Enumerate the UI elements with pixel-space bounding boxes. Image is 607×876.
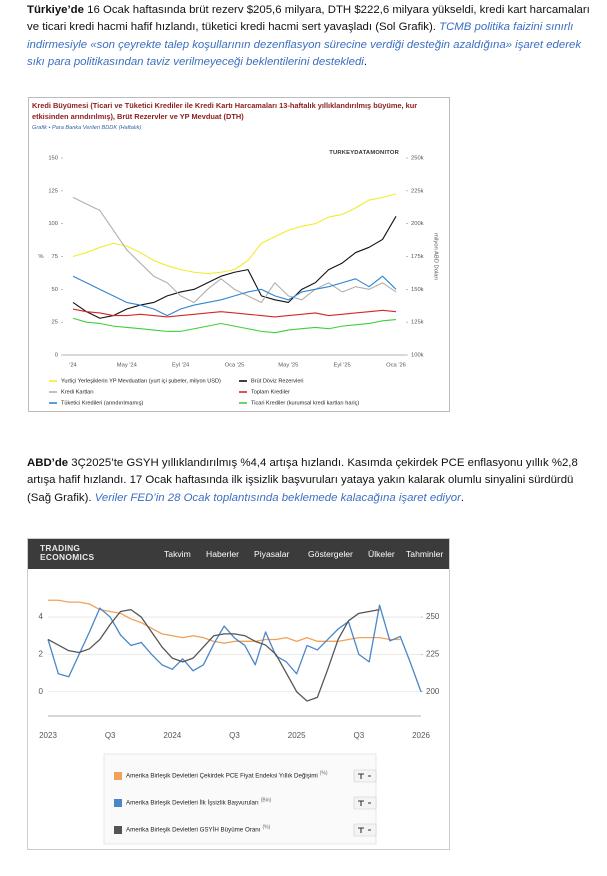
brand: TURKEYDATAMONITOR xyxy=(329,150,399,156)
site-header: TRADING ECONOMICS Takvim Haberler Piyasal… xyxy=(28,539,449,569)
y-tick-label: 25 xyxy=(52,320,58,326)
text: 16 Ocak haftasında brüt rezerv $205,6 mi… xyxy=(27,4,590,34)
legend-label: Toplam Krediler xyxy=(251,389,290,395)
series-line xyxy=(72,196,397,304)
x-tick-label: Eyl '25 xyxy=(334,363,351,369)
logo-bottom: ECONOMICS xyxy=(40,552,95,562)
x-tick-label: Oca '26 xyxy=(386,363,406,369)
series-line xyxy=(72,317,397,334)
legend-swatch xyxy=(114,799,122,807)
nav-item[interactable]: Ülkeler xyxy=(368,549,395,559)
y2-tick-label: 200k xyxy=(411,221,424,227)
x-tick-label: Q3 xyxy=(105,731,116,740)
nav-item[interactable]: Göstergeler xyxy=(308,549,353,559)
chart-svg: 0 2 4 200 225 250 2023 Q3 2024 Q3 2025 Q3 2026 Amerik… xyxy=(39,599,440,845)
emphasis: TCMB politika faizini sınırlı indirmesiy… xyxy=(27,21,582,69)
emphasis: Veriler FED’in 28 Ocak toplantısında bek… xyxy=(94,491,461,504)
y-tick-label: 50 xyxy=(52,287,58,293)
legend-label: Amerika Birleşik Devletleri Çekirdek PCE… xyxy=(126,773,318,780)
text: . xyxy=(363,56,367,69)
series-line xyxy=(72,193,397,275)
y2-tick-label: 100k xyxy=(411,353,424,359)
text: 3Ç2025’te GSYH yıllıklandırılmış %4,4 ar… xyxy=(27,457,578,504)
y2-tick-label: 225k xyxy=(411,188,424,194)
y-tick-label: 2 xyxy=(39,650,44,659)
legend-unit: (%) xyxy=(262,824,270,830)
nav-item[interactable]: Tahminler xyxy=(406,549,444,559)
lead: Türkiye’de xyxy=(27,4,84,16)
legend-button-icon xyxy=(358,827,371,833)
legend-label: Yurtiçi Yerleşiklerin YP Mevduatları (yu… xyxy=(61,378,221,384)
legend-unit: (Bin) xyxy=(261,797,272,803)
y-tick-label: 4 xyxy=(39,612,44,621)
chart-title: Kredi Büyümesi (Ticari ve Tüketici Kredi… xyxy=(32,101,418,121)
paragraph: Türkiye’de 16 Ocak haftasında brüt rezer… xyxy=(27,2,593,72)
lead: ABD’de xyxy=(27,457,69,469)
y2-tick-label: 225 xyxy=(426,650,440,659)
legend-button[interactable] xyxy=(353,823,377,837)
logo-top: TRADING xyxy=(40,543,81,553)
y2-tick-label: 250k xyxy=(411,156,424,162)
chart-subtitle: Grafik • Para Banka Verileri BDDK (Hafta… xyxy=(32,125,142,131)
legend-button[interactable] xyxy=(353,796,377,810)
legend-button-icon xyxy=(358,800,371,806)
series-line xyxy=(72,275,397,317)
nav-item[interactable]: Haberler xyxy=(206,549,239,559)
series-line xyxy=(48,599,401,644)
y-tick-label: 75 xyxy=(52,254,58,260)
x-tick-label: Oca '25 xyxy=(225,363,245,369)
paragraph: ABD’de 3Ç2025’te GSYH yıllıklandırılmış … xyxy=(27,455,593,507)
series-line xyxy=(47,608,380,702)
x-tick-label: Q3 xyxy=(353,731,364,740)
y-tick-label: 150 xyxy=(48,156,58,162)
y2-tick-label: 125k xyxy=(411,320,424,326)
series-line xyxy=(72,308,397,318)
x-tick-label: '24 xyxy=(69,363,77,369)
y-tick-label: 0 xyxy=(39,687,44,696)
nav-item[interactable]: Takvim xyxy=(164,549,191,559)
legend-button[interactable] xyxy=(353,769,377,783)
y2-tick-label: 250 xyxy=(426,612,440,621)
chart-left: 0 25 50 75 100 125 150 100k 125k 150k 175k 200k 225k… xyxy=(28,97,450,412)
legend-unit: (%) xyxy=(320,770,328,776)
x-tick-label: Eyl '24 xyxy=(172,363,190,369)
x-tick-label: 2023 xyxy=(39,731,57,740)
nav-item[interactable]: Piyasalar xyxy=(254,549,290,559)
legend-label: Amerika Birleşik Devletleri İlk İşsizlik… xyxy=(126,800,259,807)
x-tick-label: May '25 xyxy=(278,363,298,369)
y-tick-label: 100 xyxy=(48,221,58,227)
x-tick-label: 2026 xyxy=(412,731,430,740)
legend-swatch xyxy=(114,772,122,780)
logo[interactable]: TRADING ECONOMICS xyxy=(40,544,94,562)
legend-button-icon xyxy=(358,773,371,779)
x-tick-label: 2025 xyxy=(288,731,306,740)
y-tick-label: 0 xyxy=(55,353,58,359)
chart-svg: 0 25 50 75 100 125 150 100k 125k 150k 175k 200k 225k… xyxy=(38,156,438,407)
legend-label: Amerika Birleşik Devletleri GSYİH Büyüme… xyxy=(126,827,261,834)
legend-label: Brüt Döviz Rezervleri xyxy=(251,378,304,384)
legend-label: Tüketici Kredileri (arındırılmamış) xyxy=(61,400,144,406)
legend-label: Kredi Kartları xyxy=(61,389,94,395)
x-tick-label: 2024 xyxy=(163,731,181,740)
text: . xyxy=(460,491,465,504)
legend-swatch xyxy=(114,826,122,834)
y2-tick-label: 175k xyxy=(411,254,424,260)
x-tick-label: Q3 xyxy=(229,731,240,740)
y-tick-label: 125 xyxy=(48,188,58,194)
y2-tick-label: 150k xyxy=(411,287,424,293)
x-tick-label: May '24 xyxy=(117,363,138,369)
y2-tick-label: 200 xyxy=(426,687,440,696)
legend-label: Ticari Krediler (kurumsal kredi kartları… xyxy=(251,400,359,406)
chart-right: 0 2 4 200 225 250 2023 Q3 2024 Q3 2025 Q3 2026 Amerik… xyxy=(27,538,450,850)
series-line xyxy=(72,216,397,319)
series-line xyxy=(47,604,422,692)
y2-axis-label: milyon ABD Doları xyxy=(432,233,438,280)
y-axis-label: % xyxy=(38,254,43,260)
